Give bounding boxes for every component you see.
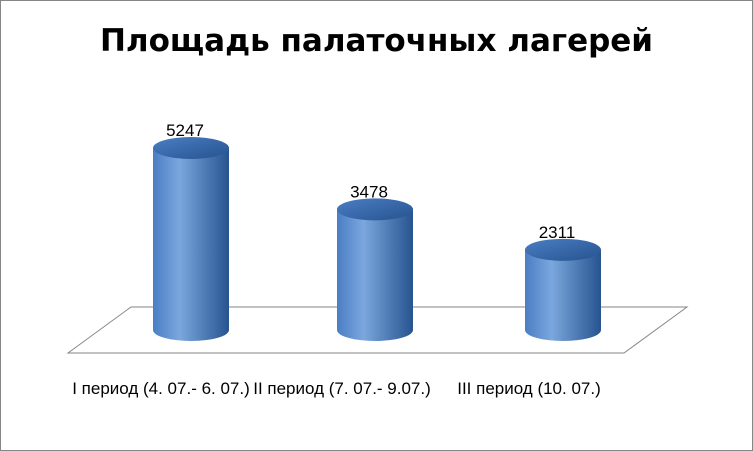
data-label-1: 5247 — [166, 121, 204, 140]
bar-1 — [153, 137, 229, 341]
bar-3 — [525, 238, 601, 341]
bar-top-2 — [337, 198, 413, 221]
bar-body-3 — [525, 249, 601, 341]
bar-body-1 — [153, 148, 229, 341]
bar-body-2 — [337, 209, 413, 341]
bar-2 — [337, 198, 413, 341]
category-label-2: II период (7. 07.- 9.07.) — [253, 379, 431, 398]
bar-top-3 — [525, 238, 601, 261]
category-label-3: III период (10. 07.) — [457, 379, 601, 398]
chart-title: Площадь палаточных лагерей — [99, 23, 654, 59]
data-label-2: 3478 — [350, 182, 388, 201]
category-label-1: I период (4. 07.- 6. 07.) — [72, 379, 250, 398]
bar-top-1 — [153, 137, 229, 159]
data-label-3: 2311 — [539, 223, 576, 242]
